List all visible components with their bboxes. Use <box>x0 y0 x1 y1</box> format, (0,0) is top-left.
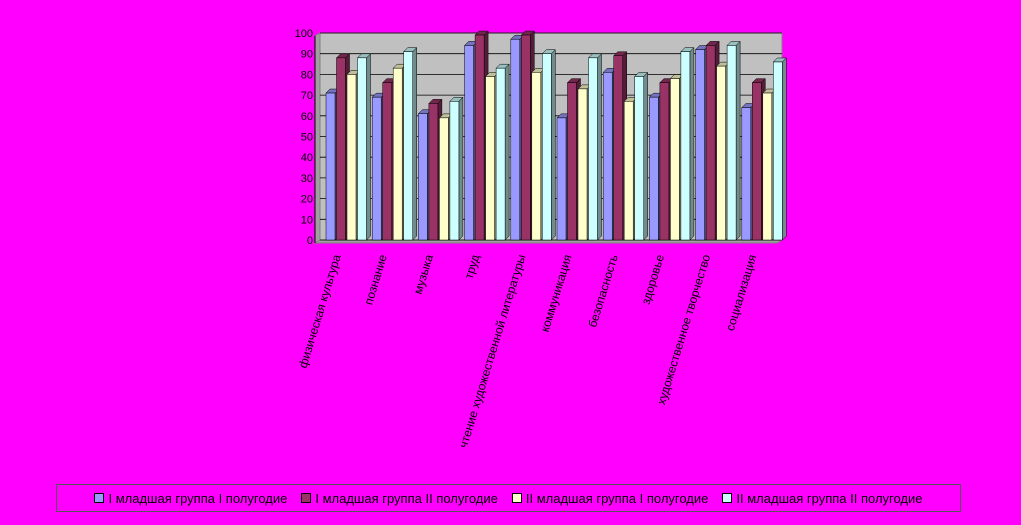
x-tick-label: здоровье <box>639 252 668 306</box>
bar <box>449 101 460 241</box>
x-tick-label: труд <box>462 253 483 281</box>
plot-area: 0 10 20 30 40 50 60 70 80 90 100 физическая культур… <box>295 28 787 450</box>
bar <box>716 65 726 241</box>
bar <box>464 45 474 241</box>
y-tick-label: 10 <box>301 214 313 226</box>
bar <box>346 74 357 241</box>
bar-side <box>782 57 787 241</box>
bar <box>336 57 346 241</box>
bar <box>623 101 634 241</box>
legend-swatch <box>94 493 105 503</box>
legend-swatch <box>511 493 522 503</box>
bar-side <box>551 49 556 241</box>
bar <box>531 72 542 241</box>
bar <box>439 117 449 241</box>
bar <box>382 82 392 241</box>
bar-side <box>597 53 602 241</box>
plot-side-wall <box>314 32 321 244</box>
y-tick-label: 60 <box>301 111 313 123</box>
y-tick-label: 90 <box>301 49 313 61</box>
legend-label: II младшая группа II полугодие <box>736 490 923 506</box>
y-tick-label: 100 <box>295 28 313 40</box>
bar <box>495 67 506 241</box>
bar <box>325 92 336 241</box>
x-tick-label: художественное творчество <box>654 252 713 406</box>
bar <box>485 76 495 241</box>
legend-item: I младшая группа I полугодие <box>94 491 287 506</box>
bar <box>474 34 485 241</box>
plot-floor <box>313 239 784 244</box>
bar-side <box>412 47 417 241</box>
bar <box>588 57 598 241</box>
bar-side <box>504 63 510 241</box>
y-tick-label: 50 <box>301 132 313 144</box>
x-tick-label: познание <box>361 252 390 306</box>
y-tick-label: 80 <box>301 69 313 81</box>
legend-label: II младшая группа I полугодие <box>525 490 709 506</box>
legend-swatch <box>301 493 312 503</box>
y-tick-label: 0 <box>307 235 313 247</box>
y-tick-label: 70 <box>301 90 313 102</box>
bar <box>556 117 567 241</box>
bar <box>670 78 680 241</box>
bar <box>371 96 382 241</box>
bar <box>680 51 691 241</box>
bar <box>726 45 737 241</box>
bar-side <box>735 40 741 241</box>
legend-item: II младшая группа I полугодие <box>511 490 709 506</box>
bar <box>602 72 613 241</box>
x-tick-label: социализация <box>723 253 759 333</box>
legend-label: I младшая группа II полугодие <box>315 490 498 506</box>
bar <box>392 67 403 241</box>
bar <box>428 103 439 241</box>
bar-side <box>643 71 648 241</box>
bar <box>510 38 521 241</box>
legend-swatch <box>722 493 733 503</box>
bar <box>567 82 577 241</box>
bar-side <box>366 53 371 241</box>
bar <box>357 57 367 241</box>
bar <box>613 55 623 241</box>
bar <box>418 113 428 241</box>
bar-side <box>458 96 464 241</box>
x-tick-label: коммуникация <box>538 253 575 334</box>
x-tick-label: физическая культура <box>296 252 344 369</box>
bar-side <box>689 47 695 241</box>
x-tick-label: чтение художественной литературы <box>456 253 528 450</box>
bar <box>695 49 705 241</box>
legend-label: I младшая группа I полугодие <box>108 490 288 506</box>
bar <box>705 45 716 241</box>
chart: 0 10 20 30 40 50 60 70 80 90 100 физическая культур… <box>295 28 787 450</box>
bar <box>634 76 644 241</box>
bar <box>403 51 413 241</box>
x-tick-label: музыка <box>411 252 436 295</box>
bar <box>521 34 531 241</box>
bar <box>659 82 670 241</box>
legend: I младшая группа I полугодие I младшая гр… <box>56 484 961 512</box>
bar <box>773 61 783 241</box>
x-tick-label: безопасность <box>585 253 620 329</box>
legend-item: I младшая группа II полугодие <box>301 491 498 506</box>
bar <box>542 53 552 241</box>
legend-item: II младшая группа II полугодие <box>722 490 923 506</box>
bar <box>752 82 762 241</box>
y-tick-label: 40 <box>301 152 313 164</box>
bar <box>649 96 659 241</box>
bar <box>577 88 588 241</box>
y-tick-label: 20 <box>301 194 313 206</box>
bar <box>741 107 752 241</box>
bar <box>762 92 773 241</box>
y-tick-label: 30 <box>301 173 313 185</box>
